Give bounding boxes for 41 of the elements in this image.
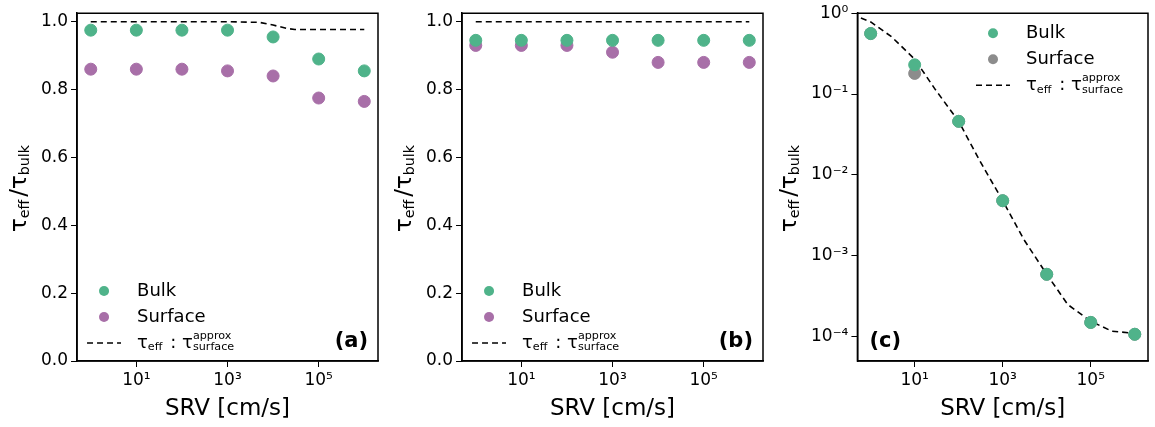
y-tick-label: 0.4 bbox=[40, 213, 69, 234]
y-tick-label: 10⁻¹ bbox=[811, 82, 849, 103]
annotation: (b) bbox=[718, 328, 753, 352]
annotation: (c) bbox=[869, 328, 902, 352]
y-tick-label: 0.8 bbox=[40, 77, 69, 98]
x-tick-label: 10⁵ bbox=[1076, 368, 1105, 389]
x-tick-label: 10¹ bbox=[507, 368, 536, 389]
annotation: (a) bbox=[334, 328, 368, 352]
x-tick-label: 10³ bbox=[598, 368, 627, 389]
y-tick-label: 0.2 bbox=[40, 281, 69, 302]
legend-label: Bulk bbox=[522, 278, 562, 300]
y-tick-label: 0.6 bbox=[40, 145, 69, 166]
y-tick-label: 10⁻³ bbox=[811, 244, 849, 265]
y-tick-label: 1.0 bbox=[40, 10, 69, 31]
y-tick-label: 0.2 bbox=[425, 281, 454, 302]
y-axis-title: τeff/τbulk bbox=[774, 144, 803, 233]
legend-label: Bulk bbox=[137, 278, 177, 300]
x-tick-label: 10³ bbox=[213, 368, 242, 389]
x-axis-title: SRV [cm/s] bbox=[940, 394, 1066, 421]
legend-label: Bulk bbox=[1026, 20, 1066, 42]
y-tick-label: 0.4 bbox=[425, 213, 454, 234]
y-tick-label: 1.0 bbox=[425, 10, 454, 31]
legend-label: Surface bbox=[1026, 46, 1095, 68]
y-tick-label: 10⁻² bbox=[811, 163, 849, 184]
x-tick-label: 10¹ bbox=[900, 368, 929, 389]
y-tick-label: 0.6 bbox=[425, 145, 454, 166]
y-tick-label: 10⁰ bbox=[819, 1, 849, 22]
y-tick-label: 0.0 bbox=[425, 349, 454, 370]
x-tick-label: 10⁵ bbox=[689, 368, 718, 389]
x-tick-label: 10³ bbox=[988, 368, 1017, 389]
x-tick-label: 10⁵ bbox=[304, 368, 333, 389]
x-tick-label: 10¹ bbox=[122, 368, 151, 389]
legend-label: Surface bbox=[522, 304, 591, 326]
y-axis-title: τeff/τbulk bbox=[389, 144, 418, 233]
x-axis-title: SRV [cm/s] bbox=[164, 394, 291, 421]
y-axis-title: τeff/τbulk bbox=[4, 144, 33, 233]
x-axis-title: SRV [cm/s] bbox=[549, 394, 676, 421]
y-tick-label: 10⁻⁴ bbox=[811, 325, 849, 346]
legend-label: Surface bbox=[137, 304, 206, 326]
y-tick-label: 0.8 bbox=[425, 77, 454, 98]
y-tick-label: 0.0 bbox=[40, 349, 69, 370]
